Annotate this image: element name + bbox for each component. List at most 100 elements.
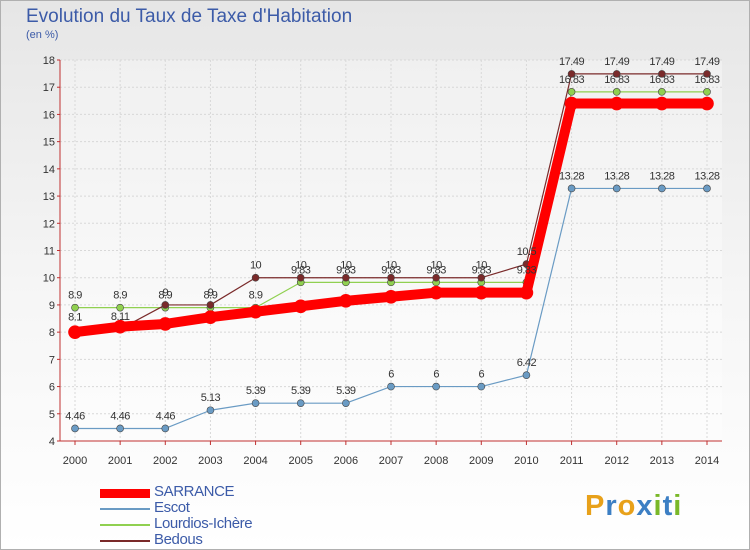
y-tick-label: 12 (43, 218, 55, 230)
data-point-bedous (477, 273, 486, 282)
x-tick-label: 2005 (288, 455, 312, 467)
data-label-escot: 6 (388, 369, 394, 381)
data-label-escot: 4.46 (156, 410, 176, 422)
y-tick-label: 10 (43, 273, 55, 285)
data-label-bedous: 10 (340, 260, 352, 272)
data-label-lourdios-ich-re: 9.83 (291, 264, 311, 276)
legend-swatch-bedous (100, 540, 150, 542)
legend-swatch-lourdios-ich-re (100, 524, 150, 526)
data-point-escot (432, 382, 440, 391)
data-label-bedous: 10 (385, 260, 397, 272)
x-tick-label: 2006 (334, 455, 358, 467)
data-label-escot: 6 (433, 369, 439, 381)
y-tick-label: 5 (49, 409, 55, 421)
data-point-bedous (432, 273, 440, 282)
x-tick-label: 2014 (695, 455, 719, 467)
y-tick-label: 6 (49, 382, 55, 394)
x-tick-label: 2008 (424, 455, 448, 467)
data-label-escot: 5.39 (291, 385, 311, 397)
proxiti-logo: Proxiti (585, 490, 682, 523)
data-point-sarrance (339, 294, 353, 308)
data-label-lourdios-ich-re: 9.83 (426, 264, 446, 276)
data-label-lourdios-ich-re: 8.9 (113, 290, 127, 302)
x-tick-label: 2010 (514, 455, 538, 467)
data-label-escot: 13.28 (604, 170, 629, 182)
data-label-lourdios-ich-re: 16.83 (694, 74, 719, 86)
data-point-bedous (658, 70, 666, 78)
x-tick-label: 2013 (650, 455, 674, 467)
data-label-escot: 13.28 (559, 170, 584, 182)
y-tick-label: 11 (44, 246, 55, 258)
data-point-sarrance (248, 304, 263, 319)
data-point-bedous (161, 301, 170, 309)
data-point-bedous (567, 70, 576, 78)
data-label-lourdios-ich-re: 8.9 (204, 290, 218, 302)
series-layer (68, 70, 714, 433)
data-point-sarrance (609, 96, 624, 111)
legend-swatch-escot (100, 508, 150, 510)
data-point-sarrance (429, 285, 443, 300)
data-label-bedous: 10 (295, 260, 307, 272)
data-label-bedous: 8.11 (111, 311, 130, 323)
data-label-lourdios-ich-re: 16.83 (559, 74, 584, 86)
data-point-escot (342, 399, 350, 407)
data-point-escot (567, 184, 576, 193)
data-point-lourdios-ich-re (116, 303, 124, 312)
data-point-lourdios-ich-re (658, 88, 666, 96)
data-label-lourdios-ich-re: 9.83 (472, 264, 492, 276)
data-label-bedous: 8.1 (68, 311, 82, 323)
data-point-bedous (703, 70, 711, 78)
data-point-escot (251, 399, 260, 407)
data-label-escot: 13.28 (694, 170, 719, 182)
x-tick-label: 2011 (560, 455, 584, 467)
data-point-lourdios-ich-re (612, 88, 621, 96)
x-tick-label: 2003 (198, 455, 222, 467)
data-label-bedous: 17.49 (559, 56, 584, 68)
data-label-lourdios-ich-re: 9.83 (336, 264, 356, 276)
data-point-escot (71, 424, 79, 433)
data-label-escot: 5.39 (246, 385, 266, 397)
axes: 4 5 6 7 8 9 10 11 12 13 14 15 16 17 18 2000 2001 2002 2003… (43, 55, 722, 467)
data-label-bedous: 10 (476, 260, 488, 272)
logo-letter: P (585, 490, 606, 522)
legend-label-lourdios-ich-re: Lourdios-Ichère (154, 515, 253, 532)
data-label-bedous: 10 (250, 260, 262, 272)
y-tick-label: 17 (43, 82, 55, 94)
data-point-sarrance (564, 96, 579, 111)
data-point-bedous (612, 70, 621, 78)
logo-letter: o (617, 490, 637, 522)
y-tick-label: 15 (43, 137, 55, 149)
data-point-escot (387, 382, 395, 391)
logo-letter: i (653, 490, 663, 522)
data-label-lourdios-ich-re: 9.83 (517, 264, 537, 276)
data-point-sarrance (203, 310, 218, 324)
y-tick-label: 9 (49, 300, 55, 312)
data-point-escot (522, 371, 531, 379)
y-tick-label: 4 (49, 436, 55, 448)
gridlines (60, 59, 722, 442)
data-label-bedous: 17.49 (604, 56, 629, 68)
chart-title: Evolution du Taux de Taxe d'Habitation (26, 6, 353, 27)
data-point-escot (477, 382, 486, 391)
y-tick-label: 16 (43, 109, 55, 121)
data-label-lourdios-ich-re: 16.83 (604, 74, 629, 86)
data-label-bedous: 17.49 (694, 56, 719, 68)
logo-letter: r (605, 490, 618, 522)
data-point-sarrance (293, 299, 308, 314)
logo-letter: x (636, 490, 654, 522)
y-tick-label: 8 (49, 327, 55, 339)
data-point-bedous (206, 301, 215, 309)
data-point-escot (161, 424, 170, 433)
data-label-bedous: 10.5 (517, 246, 537, 258)
data-point-sarrance (700, 96, 714, 111)
x-tick-label: 2000 (63, 455, 87, 467)
data-point-lourdios-ich-re (703, 88, 711, 96)
y-tick-label: 7 (49, 354, 55, 366)
data-labels: 4.46 4.46 4.46 5.13 5.39 5.39 5.39 6 6 6 6.42 13.28… (65, 56, 720, 423)
data-label-lourdios-ich-re: 8.9 (158, 290, 172, 302)
x-tick-label: 2001 (108, 455, 132, 467)
x-tick-label: 2009 (469, 455, 493, 467)
data-point-sarrance (158, 317, 173, 331)
data-point-sarrance (519, 285, 534, 300)
